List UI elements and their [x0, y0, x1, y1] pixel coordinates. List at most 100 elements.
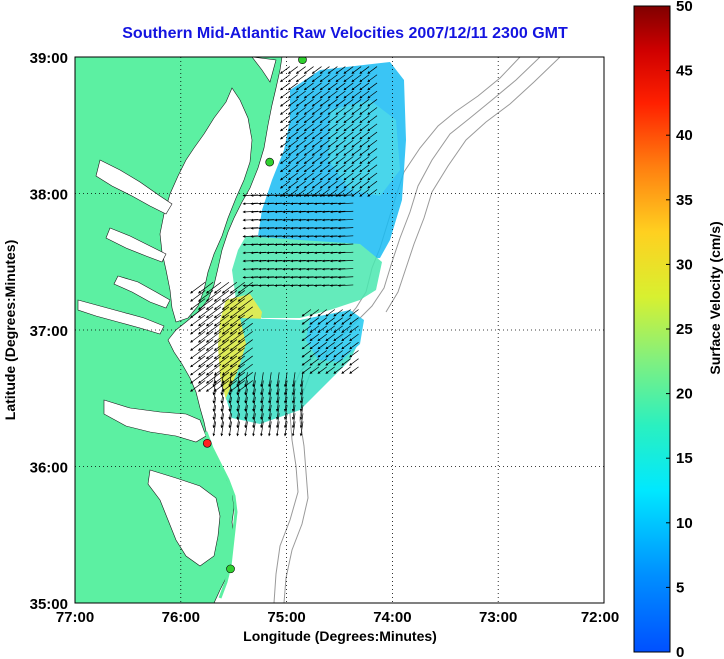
velocity-arrow	[212, 372, 217, 388]
velocity-arrow	[335, 99, 346, 107]
velocity-arrow	[319, 66, 330, 74]
velocity-arrow	[190, 331, 206, 343]
velocity-arrow	[236, 372, 240, 388]
velocity-arrow	[351, 156, 362, 164]
velocity-arrow	[229, 306, 246, 319]
velocity-arrow	[319, 74, 330, 83]
velocity-arrow	[303, 123, 314, 132]
velocity-arrow	[280, 99, 290, 107]
velocity-arrow	[351, 99, 362, 107]
velocity-arrow	[205, 281, 222, 294]
velocity-arrow	[244, 380, 248, 396]
velocity-arrow	[367, 164, 378, 173]
velocity-arrow	[335, 66, 346, 74]
y-axis: 39:00 38:00 37:00 36:00 35:00 Latitude (…	[2, 50, 68, 613]
velocity-arrow	[359, 172, 370, 181]
velocity-arrow	[351, 66, 362, 74]
x-tick-label: 76:00	[162, 609, 200, 626]
velocity-arrow	[343, 148, 354, 156]
velocity-arrow	[260, 372, 264, 388]
velocity-arrow	[327, 115, 338, 124]
velocity-arrow	[303, 99, 314, 107]
velocity-arrow	[295, 172, 306, 181]
velocity-arrow	[317, 317, 328, 325]
velocity-arrow	[280, 66, 290, 74]
velocity-arrow	[337, 243, 354, 247]
velocity-arrow	[221, 281, 238, 294]
colorbar-tick-label: 30	[676, 256, 693, 273]
velocity-arrow	[236, 421, 240, 437]
velocity-arrow	[260, 421, 264, 437]
velocity-arrow	[205, 322, 222, 335]
velocity-arrow	[359, 82, 370, 91]
velocity-arrow	[367, 99, 378, 107]
velocity-arrow	[343, 156, 354, 164]
velocity-arrow	[280, 164, 290, 173]
velocity-arrow	[349, 358, 359, 366]
velocity-arrow	[295, 99, 306, 107]
velocity-arrow	[220, 405, 224, 421]
velocity-arrow	[309, 366, 320, 374]
velocity-arrow	[280, 180, 290, 189]
x-tick-label: 72:00	[581, 609, 619, 626]
velocity-arrow	[283, 380, 288, 396]
x-axis: 77:00 76:00 75:00 74:00 73:00 72:00 Long…	[56, 609, 619, 644]
velocity-arrow	[221, 314, 238, 327]
velocity-arrow	[260, 405, 264, 421]
velocity-arrow	[205, 306, 222, 319]
velocity-arrow	[337, 235, 354, 238]
station-north-marker	[298, 57, 307, 65]
x-axis-label: Longitude (Degrees:Minutes)	[243, 628, 437, 644]
velocity-arrow	[359, 139, 370, 148]
velocity-arrow	[287, 180, 298, 189]
velocity-arrow	[343, 172, 354, 181]
velocity-arrow	[335, 82, 346, 91]
velocity-arrow	[236, 396, 240, 412]
velocity-arrow	[335, 115, 346, 124]
velocity-arrow	[260, 388, 264, 404]
velocity-arrow	[287, 148, 298, 156]
velocity-arrow	[327, 99, 338, 107]
velocity-arrow	[229, 372, 246, 384]
map-title: Southern Mid-Atlantic Raw Velocities 200…	[122, 25, 568, 42]
velocity-arrow	[221, 355, 238, 368]
velocity-arrow	[287, 74, 298, 83]
velocity-arrow	[212, 396, 217, 412]
velocity-arrow	[221, 298, 238, 310]
york-river	[113, 275, 171, 309]
velocity-arrow	[205, 355, 222, 368]
velocity-arrow	[319, 156, 330, 164]
velocity-arrow	[343, 90, 354, 99]
velocity-arrow	[291, 388, 296, 404]
velocity-arrow	[335, 74, 346, 83]
velocity-arrow	[367, 156, 378, 164]
velocity-arrow	[229, 314, 246, 327]
velocity-arrow	[343, 123, 354, 132]
velocity-arrow	[311, 156, 322, 164]
velocity-arrow	[325, 366, 335, 374]
velocity-arrow	[317, 342, 328, 350]
velocity-arrow	[359, 90, 370, 99]
velocity-arrow	[244, 396, 248, 412]
velocity-arrow	[295, 66, 306, 74]
velocity-arrow	[335, 139, 346, 148]
colorbar-tick-label: 5	[676, 579, 684, 596]
velocity-arrow	[190, 281, 206, 294]
velocity-arrow	[220, 380, 224, 396]
velocity-arrow	[319, 180, 330, 189]
velocity-arrow	[319, 82, 330, 91]
velocity-arrow	[205, 347, 222, 360]
velocity-arrow	[198, 339, 214, 351]
velocity-arrow	[325, 317, 335, 325]
velocity-arrow	[221, 339, 238, 351]
velocity-arrow	[228, 372, 232, 388]
y-tick-label: 39:00	[30, 50, 68, 67]
velocity-arrow	[327, 90, 338, 99]
map-gridlines	[75, 57, 604, 603]
colorbar-tick-label: 45	[676, 63, 693, 80]
velocity-arrow	[311, 172, 322, 181]
velocity-arrow	[229, 298, 246, 310]
velocity-arrow	[299, 421, 304, 437]
velocity-arrow	[349, 366, 359, 374]
